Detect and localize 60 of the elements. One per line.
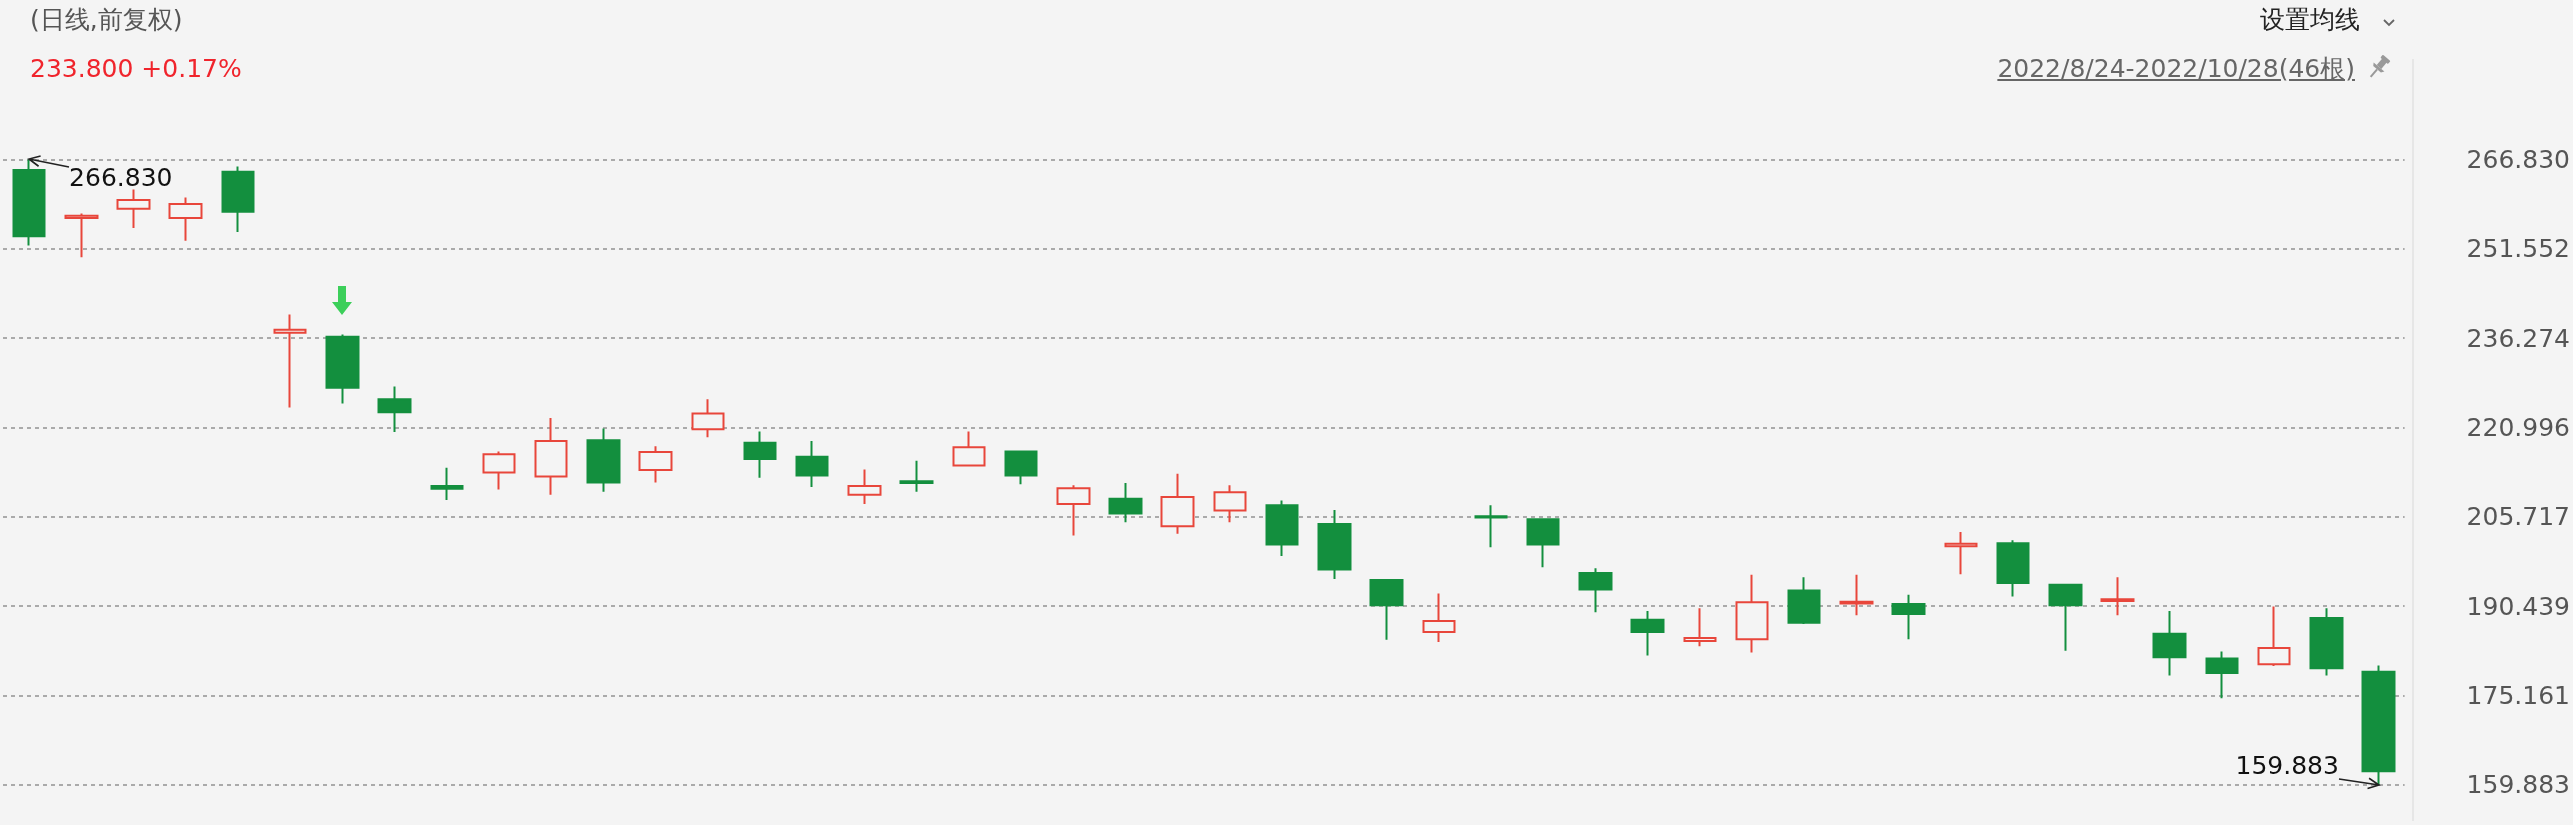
candlestick — [1004, 450, 1038, 486]
y-tick-label: 266.830 — [2466, 144, 2571, 174]
annotation: 2022/8/24-2022/10/28(46根) — [1997, 54, 2355, 84]
candlestick — [847, 468, 882, 506]
candlestick — [2048, 583, 2083, 652]
y-tick-label: 190.439 — [2466, 591, 2571, 621]
y-tick-label: 251.552 — [2466, 234, 2571, 264]
chart-title: (日线,前复权) — [30, 5, 183, 35]
y-tick-label: 220.996 — [2466, 412, 2571, 442]
candlestick — [534, 417, 568, 496]
candlestick — [2100, 576, 2135, 617]
candlestick — [1369, 579, 1404, 641]
y-tick-label: 205.717 — [2466, 502, 2571, 532]
annotation: 159.883 — [2235, 750, 2339, 781]
candlestick — [1735, 573, 1769, 654]
candlestick — [586, 427, 621, 493]
candlestick — [116, 188, 151, 230]
candlestick — [1630, 610, 1665, 657]
candlestick — [377, 385, 412, 434]
candlestick — [1787, 576, 1821, 625]
candlestick — [1474, 504, 1508, 549]
candlestick — [221, 165, 255, 234]
candlestick — [691, 398, 725, 439]
candlestick — [2257, 605, 2291, 668]
candlestick — [273, 313, 307, 409]
candlestick — [795, 439, 829, 489]
annotation: 266.830 — [69, 163, 173, 194]
candlestick — [899, 459, 934, 493]
candlestick — [2309, 607, 2344, 677]
candlestick — [1160, 472, 1195, 535]
candlestick — [743, 430, 777, 479]
candlestick — [1317, 508, 1352, 580]
candlestick — [638, 445, 673, 484]
candlestick — [482, 450, 516, 491]
candlestick — [1996, 539, 2030, 598]
candlestick — [1944, 531, 1978, 576]
candlestick — [1422, 592, 1456, 644]
candlestick — [64, 212, 99, 259]
candlestick — [1265, 499, 1299, 558]
candlestick — [12, 158, 46, 247]
candlestick — [430, 466, 464, 501]
candlestick — [325, 333, 360, 405]
candlestick — [168, 196, 203, 242]
candlestick — [1108, 481, 1143, 524]
y-tick-label: 236.274 — [2466, 323, 2571, 353]
text: 设置均线 — [2260, 5, 2360, 35]
chart-subtitle: 233.800 +0.17% — [30, 54, 242, 84]
y-tick-label: 159.883 — [2466, 770, 2571, 800]
candlestick — [2205, 650, 2239, 700]
candlestick — [1526, 518, 1560, 569]
candlestick — [2152, 610, 2187, 677]
y-tick-label: 175.161 — [2466, 681, 2571, 710]
candlestick — [1578, 567, 1613, 614]
candlestick — [1056, 484, 1091, 537]
candlestick — [1839, 573, 1874, 617]
candlestick — [1891, 593, 1926, 641]
candlestick — [952, 430, 986, 468]
candlestick — [1683, 607, 1717, 648]
candlestick — [2361, 664, 2396, 786]
candlestick — [1213, 484, 1247, 524]
